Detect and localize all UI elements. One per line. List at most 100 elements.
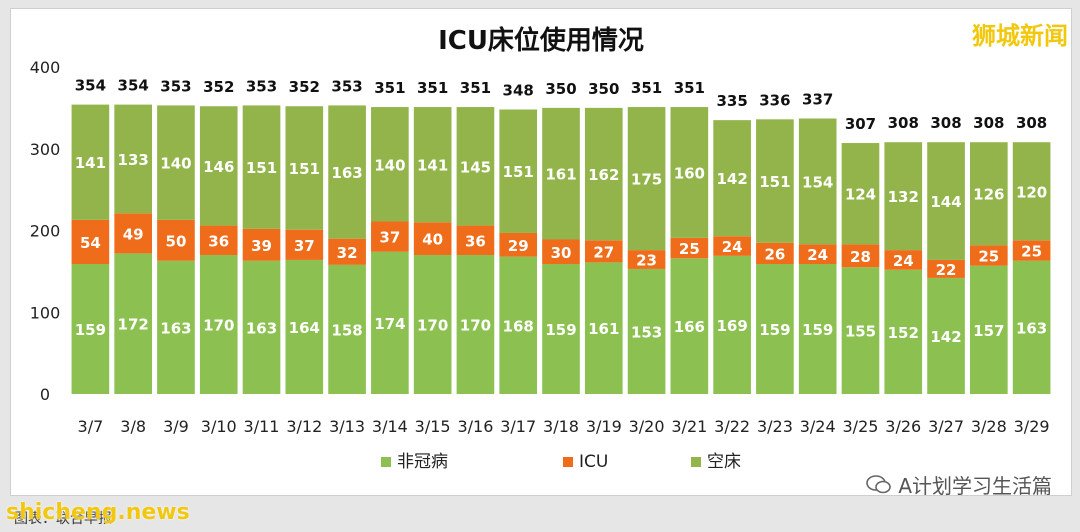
bar-segment (542, 264, 580, 394)
bar-segment (242, 105, 281, 229)
bar-segment (756, 119, 794, 243)
bar-total-label: 354 (118, 77, 149, 95)
segment-value-label: 159 (759, 321, 790, 339)
bar-segment (1012, 142, 1051, 241)
bar-segment (242, 260, 281, 394)
segment-value-label: 24 (893, 252, 914, 270)
bar-segment (798, 264, 837, 394)
bar-segment (884, 250, 923, 270)
segment-value-label: 161 (588, 320, 619, 338)
x-tick-label: 3/24 (800, 417, 836, 436)
bar-segment (970, 245, 1008, 266)
segment-value-label: 161 (545, 166, 576, 184)
segment-value-label: 142 (930, 328, 961, 346)
x-tick-label: 3/12 (286, 417, 322, 436)
segment-value-label: 175 (631, 171, 662, 189)
segment-value-label: 32 (337, 244, 358, 262)
bar-segment (285, 259, 324, 394)
x-tick-label: 3/20 (629, 417, 665, 436)
bar-segment (841, 267, 880, 394)
segment-value-label: 163 (160, 319, 191, 337)
bar-segment (756, 242, 794, 265)
x-tick-label: 3/21 (671, 417, 707, 436)
bar-segment (413, 222, 452, 256)
segment-value-label: 30 (551, 244, 572, 262)
segment-value-label: 25 (1021, 243, 1042, 261)
segment-value-label: 170 (203, 317, 234, 335)
chart-title: ICU床位使用情况 (438, 25, 644, 56)
bar-segment (114, 213, 152, 254)
segment-value-label: 50 (166, 232, 187, 250)
bar-segment (841, 244, 880, 268)
y-tick-label: 400 (30, 58, 61, 77)
segment-value-label: 170 (417, 317, 448, 335)
segment-value-label: 151 (759, 173, 790, 191)
segment-value-label: 27 (593, 243, 614, 261)
x-tick-label: 3/17 (500, 417, 536, 436)
segment-value-label: 126 (973, 186, 1004, 204)
segment-value-label: 37 (294, 237, 315, 255)
bar-segment (884, 142, 923, 251)
bar-total-label: 308 (973, 114, 1004, 132)
segment-value-label: 124 (845, 186, 876, 204)
x-tick-label: 3/13 (329, 417, 365, 436)
bar-segment (71, 219, 110, 265)
segment-value-label: 151 (503, 163, 534, 181)
segment-value-label: 154 (802, 173, 833, 191)
bar-total-label: 335 (716, 92, 747, 110)
segment-value-label: 159 (545, 321, 576, 339)
bar-segment (670, 107, 709, 238)
bar-segment (114, 253, 152, 394)
bar-segment (199, 255, 238, 394)
segment-value-label: 174 (374, 315, 405, 333)
x-tick-label: 3/15 (415, 417, 451, 436)
segment-value-label: 49 (123, 225, 144, 243)
bar-total-label: 350 (588, 80, 619, 98)
segment-value-label: 159 (75, 321, 106, 339)
bar-total-label: 307 (845, 115, 876, 133)
segment-value-label: 39 (251, 237, 272, 255)
segment-value-label: 133 (118, 151, 149, 169)
bar-segment (499, 232, 538, 257)
bar-segment (927, 259, 965, 278)
x-tick-label: 3/11 (244, 417, 280, 436)
bar-total-label: 353 (331, 77, 362, 95)
x-tick-label: 3/7 (78, 417, 104, 436)
y-tick-label: 200 (30, 222, 61, 241)
segment-value-label: 28 (850, 248, 871, 266)
segment-value-label: 141 (75, 154, 106, 172)
site-watermark: shicheng.news (6, 500, 190, 525)
segment-value-label: 153 (631, 323, 662, 341)
bar-segment (157, 105, 195, 220)
segment-value-label: 140 (160, 155, 191, 173)
x-tick-label: 3/19 (586, 417, 622, 436)
segment-value-label: 170 (460, 317, 491, 335)
bar-segment (841, 143, 880, 245)
x-tick-label: 3/18 (543, 417, 579, 436)
legend-swatch (691, 457, 701, 467)
bar-segment (627, 107, 666, 251)
x-tick-label: 3/26 (885, 417, 921, 436)
segment-value-label: 151 (289, 160, 320, 178)
bar-total-label: 308 (930, 114, 961, 132)
bar-segment (285, 106, 324, 230)
segment-value-label: 142 (716, 170, 747, 188)
bar-segment (371, 107, 409, 222)
segment-value-label: 24 (722, 238, 743, 256)
x-tick-label: 3/23 (757, 417, 793, 436)
bar-total-label: 351 (631, 79, 662, 97)
bar-segment (328, 105, 366, 239)
bar-segment (584, 262, 623, 394)
bar-segment (328, 238, 366, 265)
bar-segment (756, 264, 794, 394)
bar-segment (71, 104, 110, 220)
bar-segment (670, 237, 709, 259)
bar-segment (1012, 240, 1051, 261)
bar-segment (157, 219, 195, 261)
segment-value-label: 36 (208, 232, 229, 250)
bar-segment (371, 251, 409, 394)
x-tick-label: 3/29 (1014, 417, 1050, 436)
bar-total-label: 308 (1016, 114, 1047, 132)
segment-value-label: 132 (888, 188, 919, 206)
segment-value-label: 37 (379, 229, 400, 247)
